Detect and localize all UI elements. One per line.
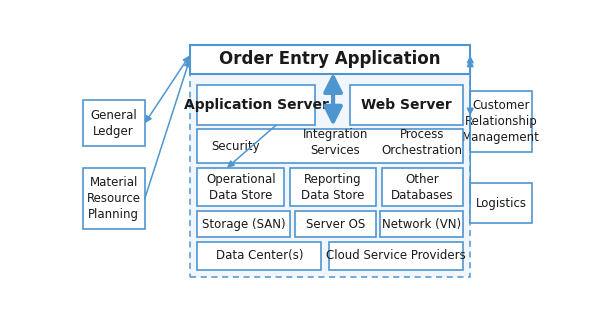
Bar [380,211,463,237]
Bar [197,85,315,125]
Text: Customer
Relationship
Management: Customer Relationship Management [463,99,540,144]
Text: Reporting
Data Store: Reporting Data Store [301,173,365,202]
Text: Storage (SAN): Storage (SAN) [202,218,286,230]
Text: Web Server: Web Server [361,98,452,112]
Bar [190,74,470,277]
Bar [470,91,532,152]
Bar [350,85,463,125]
Text: Application Server: Application Server [184,98,329,112]
Bar [197,129,463,163]
Text: Security: Security [211,140,260,153]
Text: Logistics: Logistics [476,197,527,210]
Bar [295,211,376,237]
Bar [197,168,284,206]
Bar [197,242,322,270]
Bar [329,242,463,270]
Text: Integration
Services: Integration Services [303,128,368,157]
Text: Data Center(s): Data Center(s) [216,249,303,262]
Bar [197,211,290,237]
Text: General
Ledger: General Ledger [91,109,137,138]
Text: Cloud Service Providers: Cloud Service Providers [326,249,466,262]
Text: Operational
Data Store: Operational Data Store [206,173,275,202]
Text: Material
Resource
Planning: Material Resource Planning [87,176,141,221]
Text: Network (VN): Network (VN) [382,218,461,230]
Bar [290,168,376,206]
Text: Process
Orchestration: Process Orchestration [382,128,463,157]
Bar [83,168,145,230]
Text: Server OS: Server OS [306,218,365,230]
Bar [382,168,463,206]
Text: Other
Databases: Other Databases [391,173,454,202]
Bar [190,45,470,74]
Bar [83,100,145,146]
Text: Order Entry Application: Order Entry Application [219,50,441,68]
Bar [470,183,532,223]
